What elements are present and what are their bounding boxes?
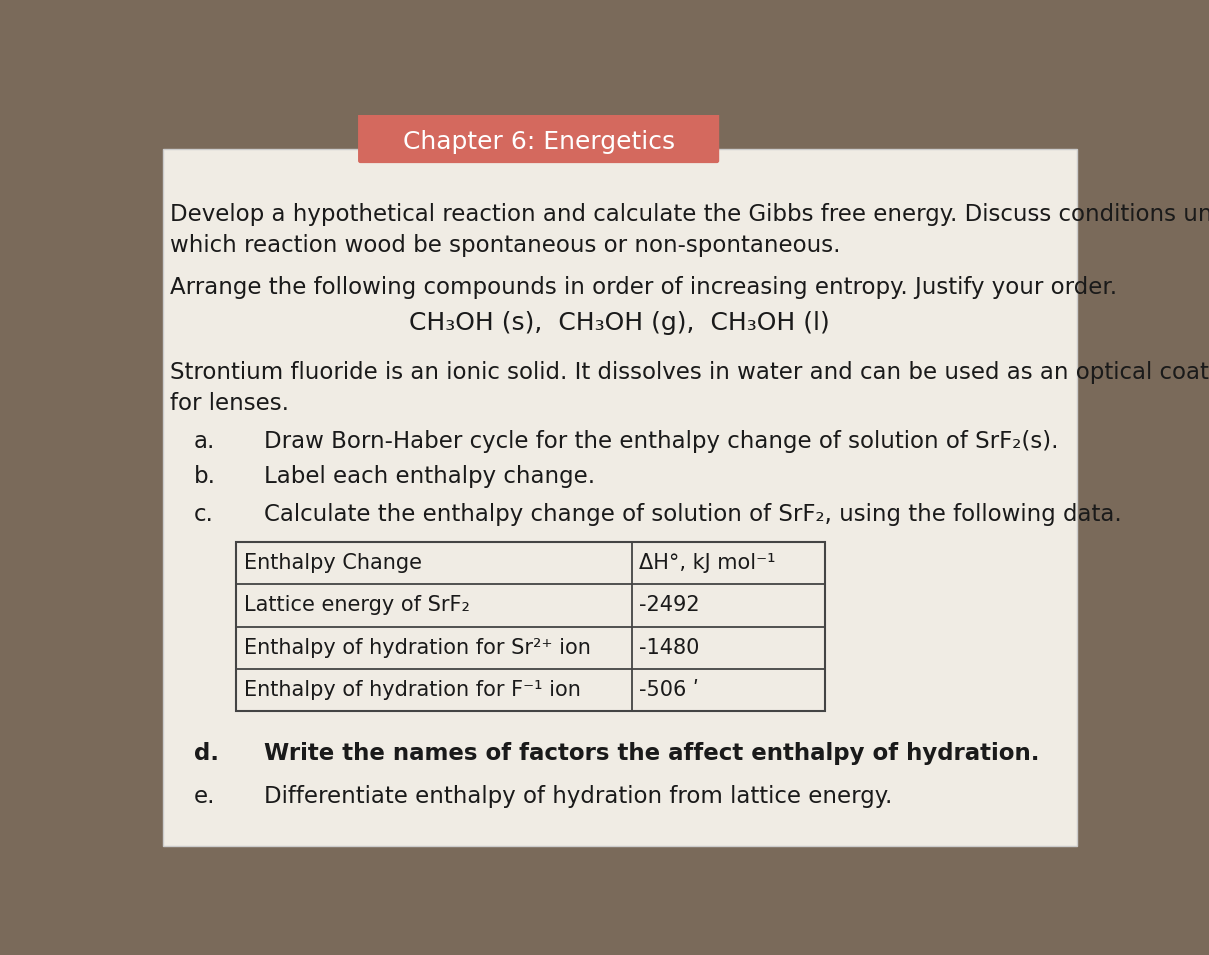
Text: ΔH°, kJ mol⁻¹: ΔH°, kJ mol⁻¹ <box>640 553 776 573</box>
Text: Chapter 6: Energetics: Chapter 6: Energetics <box>403 130 675 154</box>
Text: b.: b. <box>193 465 215 488</box>
Text: d.: d. <box>193 742 219 765</box>
Text: e.: e. <box>193 784 215 808</box>
Text: Calculate the enthalpy change of solution of SrF₂, using the following data.: Calculate the enthalpy change of solutio… <box>264 503 1121 526</box>
Text: Draw Born-Haber cycle for the enthalpy change of solution of SrF₂(s).: Draw Born-Haber cycle for the enthalpy c… <box>264 431 1058 454</box>
Text: Develop a hypothetical reaction and calculate the Gibbs free energy. Discuss con: Develop a hypothetical reaction and calc… <box>170 203 1209 226</box>
Text: -506 ʹ: -506 ʹ <box>640 680 699 700</box>
Text: -1480: -1480 <box>640 638 700 658</box>
Text: which reaction wood be spontaneous or non-spontaneous.: which reaction wood be spontaneous or no… <box>170 234 841 257</box>
Text: Enthalpy of hydration for Sr²⁺ ion: Enthalpy of hydration for Sr²⁺ ion <box>244 638 591 658</box>
Text: -2492: -2492 <box>640 596 700 615</box>
FancyBboxPatch shape <box>358 113 719 163</box>
Text: c.: c. <box>193 503 214 526</box>
Text: Strontium fluoride is an ionic solid. It dissolves in water and can be used as a: Strontium fluoride is an ionic solid. It… <box>170 361 1209 384</box>
Text: Lattice energy of SrF₂: Lattice energy of SrF₂ <box>244 596 470 615</box>
Text: for lenses.: for lenses. <box>170 392 289 414</box>
Text: Enthalpy Change: Enthalpy Change <box>244 553 422 573</box>
Text: Label each enthalpy change.: Label each enthalpy change. <box>264 465 595 488</box>
Text: Arrange the following compounds in order of increasing entropy. Justify your ord: Arrange the following compounds in order… <box>170 276 1117 299</box>
Text: Enthalpy of hydration for F⁻¹ ion: Enthalpy of hydration for F⁻¹ ion <box>244 680 582 700</box>
Text: CH₃OH (s),  CH₃OH (g),  CH₃OH (l): CH₃OH (s), CH₃OH (g), CH₃OH (l) <box>409 311 829 335</box>
Text: Write the names of factors the affect enthalpy of hydration.: Write the names of factors the affect en… <box>264 742 1039 765</box>
Bar <box>237 541 826 711</box>
Text: Differentiate enthalpy of hydration from lattice energy.: Differentiate enthalpy of hydration from… <box>264 784 892 808</box>
Text: a.: a. <box>193 431 215 454</box>
